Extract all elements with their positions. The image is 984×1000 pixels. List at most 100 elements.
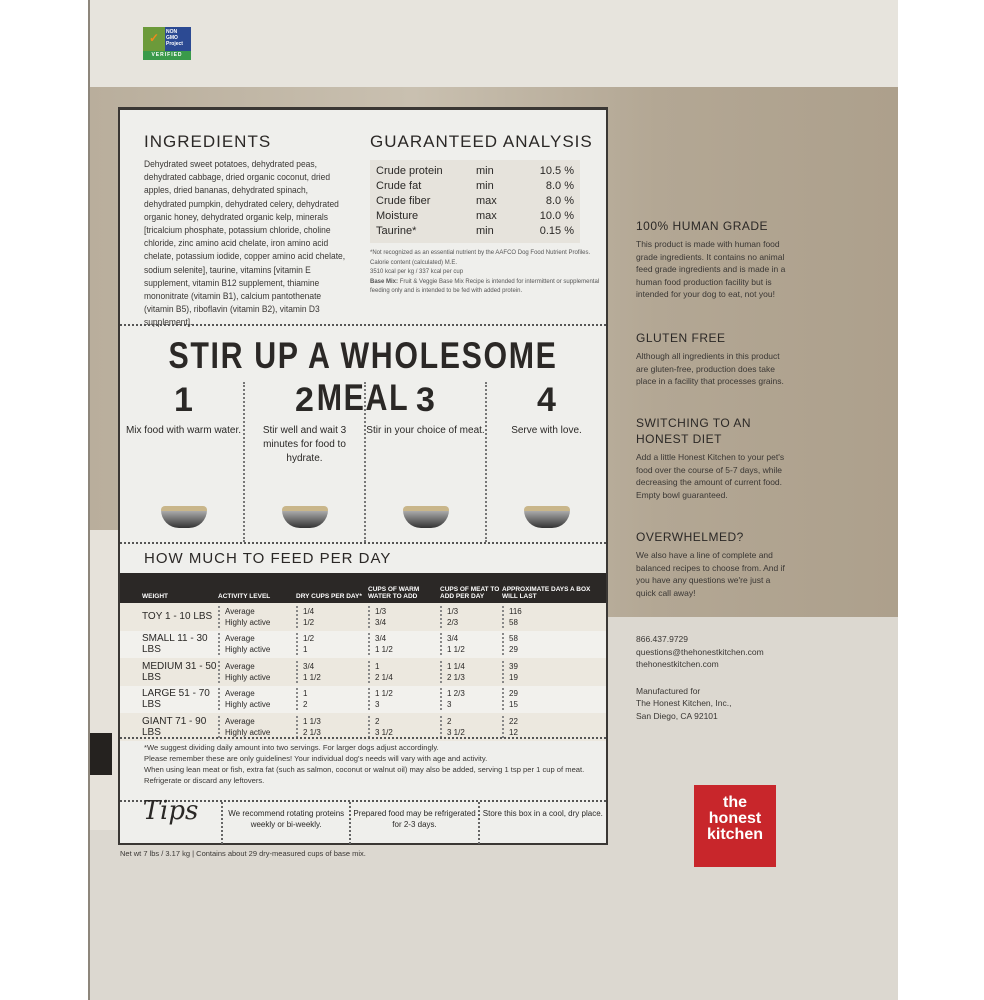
divider — [120, 737, 606, 739]
left-light-strip — [90, 530, 120, 830]
dry-value: 1/2 — [303, 634, 315, 644]
honest-kitchen-logo: the honest kitchen — [694, 785, 776, 867]
analysis-type: max — [476, 210, 497, 222]
days-value: 58 — [509, 617, 518, 627]
feeding-note: Please remember these are only guideline… — [144, 754, 488, 763]
activity-cell: Average Highly active — [218, 688, 296, 711]
ingredients-title: INGREDIENTS — [144, 132, 272, 151]
activity-level: Average — [225, 606, 255, 616]
days-cell: 58 29 — [502, 633, 606, 656]
dry-value: 1/4 — [303, 606, 315, 616]
days-value: 29 — [509, 689, 518, 699]
meat-value: 1 1/2 — [447, 645, 465, 655]
divider — [120, 542, 606, 544]
step-number: 2 — [295, 381, 314, 419]
meat-value: 2/3 — [447, 617, 459, 627]
days-cell: 116 58 — [502, 605, 606, 628]
analysis-value: 10.0 % — [539, 210, 574, 222]
meat-value: 1 2/3 — [447, 689, 465, 699]
analysis-value: 10.5 % — [539, 165, 574, 177]
water-value: 3 1/2 — [375, 727, 393, 737]
tip-item: Store this box in a cool, dry place. — [477, 802, 606, 844]
logo-text: the — [723, 794, 747, 811]
water-value: 2 1/4 — [375, 672, 393, 682]
guaranteed-analysis: GUARANTEED ANALYSIS Crude protein min 10.5… — [370, 132, 600, 297]
analysis-row: Crude fiber max 8.0 % — [376, 194, 574, 209]
base-mix-label: Base Mix: — [370, 278, 399, 285]
top-band — [90, 0, 898, 87]
email: questions@thehonestkitchen.com — [636, 646, 764, 657]
ingredients-text: Dehydrated sweet potatoes, dehydrated pe… — [144, 159, 346, 328]
meat-cell: 1 2/3 3 — [440, 688, 502, 711]
divider — [120, 324, 606, 326]
side-text: We also have a line of complete and bala… — [636, 550, 785, 598]
feeding-note: *We suggest dividing daily amount into t… — [144, 743, 439, 752]
side-text: This product is made with human food gra… — [636, 239, 786, 299]
table-row: TOY 1 - 10 LBS Average Highly active 1/4 1/2… — [120, 603, 606, 631]
water-cell: 3/4 1 1/2 — [368, 633, 440, 656]
dry-value: 2 1/3 — [303, 727, 321, 737]
analysis-note: *Not recognized as an essential nutrient… — [370, 250, 591, 256]
analysis-title: GUARANTEED ANALYSIS — [370, 132, 593, 151]
analysis-row: Taurine* min 0.15 % — [376, 224, 574, 239]
manufacturer: The Honest Kitchen, Inc., — [636, 698, 732, 708]
step-number: 4 — [537, 381, 556, 419]
feeding-table-header: WEIGHT ACTIVITY LEVEL DRY CUPS PER DAY* CUP… — [120, 573, 606, 603]
column-header: APPROXIMATE DAYS A BOX WILL LAST — [502, 586, 591, 600]
days-cell: 39 19 — [502, 660, 606, 683]
step-description: Serve with love. — [511, 425, 582, 436]
weight-cell: GIANT 71 - 90 LBS — [142, 715, 207, 738]
non-gmo-badge: ✓ NON GMO Project VERIFIED — [143, 27, 191, 60]
analysis-row: Crude fat min 8.0 % — [376, 179, 574, 194]
water-value: 3/4 — [375, 634, 387, 644]
dog-bowl-icon — [160, 506, 207, 528]
weight-cell: LARGE 51 - 70 LBS — [142, 688, 210, 711]
side-title: OVERWHELMED? — [636, 530, 744, 544]
analysis-value: 0.15 % — [539, 225, 574, 237]
manufacturer: Manufactured for — [636, 685, 701, 696]
dry-value: 2 — [303, 700, 308, 710]
water-value: 1 1/2 — [375, 689, 393, 699]
water-value: 2 — [375, 716, 380, 726]
days-value: 39 — [509, 661, 518, 671]
meat-cell: 1/3 2/3 — [440, 605, 502, 628]
activity-level: Highly active — [225, 617, 271, 627]
side-section: OVERWHELMED? We also have a line of compl… — [636, 529, 786, 599]
dry-cell: 3/4 1 1/2 — [296, 660, 368, 683]
table-row: GIANT 71 - 90 LBS Average Highly active 1 1… — [120, 713, 606, 741]
side-section: GLUTEN FREE Although all ingredients in t… — [636, 330, 786, 388]
calorie-value: 3510 kcal per kg / 337 kcal per cup — [370, 269, 464, 275]
feeding-table: WEIGHT ACTIVITY LEVEL DRY CUPS PER DAY* CUP… — [120, 573, 606, 741]
table-row: MEDIUM 31 - 50 LBS Average Highly active 3/… — [120, 658, 606, 686]
info-panel: INGREDIENTS Dehydrated sweet potatoes, d… — [118, 107, 608, 845]
side-title: SWITCHING TO AN HONEST DIET — [636, 416, 752, 446]
meat-value: 1 1/4 — [447, 661, 465, 671]
meat-value: 3 — [447, 700, 452, 710]
column-header: DRY CUPS PER DAY* — [296, 593, 362, 600]
base-mix-text: Fruit & Veggie Base Mix Recipe is intend… — [370, 278, 600, 295]
dry-value: 1 — [303, 645, 308, 655]
step-3: 3 Stir in your choice of meat. — [366, 382, 487, 542]
analysis-type: max — [476, 195, 497, 207]
phone: 866.437.9729 — [636, 634, 688, 644]
dry-value: 1 1/3 — [303, 716, 321, 726]
water-value: 3 — [375, 700, 380, 710]
step-number: 3 — [416, 381, 435, 419]
left-dark-bar — [90, 733, 112, 775]
badge-text: NON — [166, 29, 178, 35]
badge-text: GMO — [166, 35, 178, 41]
water-value: 3/4 — [375, 617, 387, 627]
net-weight: Net wt 7 lbs / 3.17 kg | Contains about … — [120, 849, 366, 858]
meat-value: 2 — [447, 716, 452, 726]
activity-cell: Average Highly active — [218, 633, 296, 656]
feeding-note: Refrigerate or discard any leftovers. — [144, 776, 265, 785]
activity-cell: Average Highly active — [218, 605, 296, 628]
side-text: Although all ingredients in this product… — [636, 351, 784, 386]
tip-item: Prepared food may be refrigerated for 2-… — [349, 802, 477, 844]
meat-value: 3 1/2 — [447, 727, 465, 737]
calorie-label: Calorie content (calculated) M.E. — [370, 259, 458, 266]
water-cell: 1/3 3/4 — [368, 605, 440, 628]
activity-level: Highly active — [225, 700, 271, 710]
analysis-name: Moisture — [376, 210, 419, 222]
dry-value: 1/2 — [303, 617, 315, 627]
